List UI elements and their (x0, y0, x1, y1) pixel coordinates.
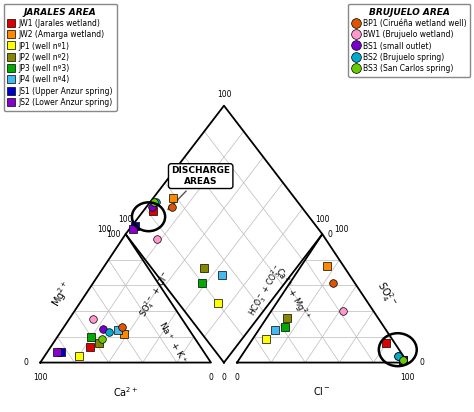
Legend: BP1 (Ciruéña wetland well), BW1 (Brujuelo wetland), BS1 (small outlet), BS2 (Bru: BP1 (Ciruéña wetland well), BW1 (Brujuel… (348, 4, 470, 77)
Text: SO$_4^{2-}$ + Cl$^-$: SO$_4^{2-}$ + Cl$^-$ (137, 268, 175, 320)
Text: HCO$_3^-$ + CO$_3^{2-}$: HCO$_3^-$ + CO$_3^{2-}$ (245, 262, 286, 318)
Text: Na$^+$ + K$^+$: Na$^+$ + K$^+$ (156, 319, 190, 366)
Text: 0: 0 (221, 373, 227, 382)
Text: 100: 100 (33, 373, 47, 382)
Text: 100: 100 (401, 373, 415, 382)
Text: 100: 100 (106, 229, 121, 239)
Text: Cl$^-$: Cl$^-$ (313, 385, 331, 397)
Text: 0: 0 (209, 373, 213, 382)
Text: Mg$^{2+}$: Mg$^{2+}$ (48, 279, 75, 310)
Text: 0: 0 (24, 358, 28, 367)
Text: 100: 100 (118, 215, 133, 224)
Text: 0: 0 (235, 373, 239, 382)
Text: DISCHARGE
AREAS: DISCHARGE AREAS (168, 166, 230, 210)
Text: SO$_4^{2-}$: SO$_4^{2-}$ (373, 279, 400, 310)
Text: 100: 100 (97, 225, 111, 234)
Text: 100: 100 (315, 215, 329, 224)
Text: Ca$^{2+}$ + Mg$^{2+}$: Ca$^{2+}$ + Mg$^{2+}$ (271, 265, 313, 323)
Text: 100: 100 (334, 225, 349, 234)
Text: 100: 100 (217, 91, 231, 99)
Text: Ca$^{2+}$: Ca$^{2+}$ (113, 385, 138, 399)
Text: 0: 0 (327, 229, 332, 239)
Text: 0: 0 (419, 358, 424, 367)
